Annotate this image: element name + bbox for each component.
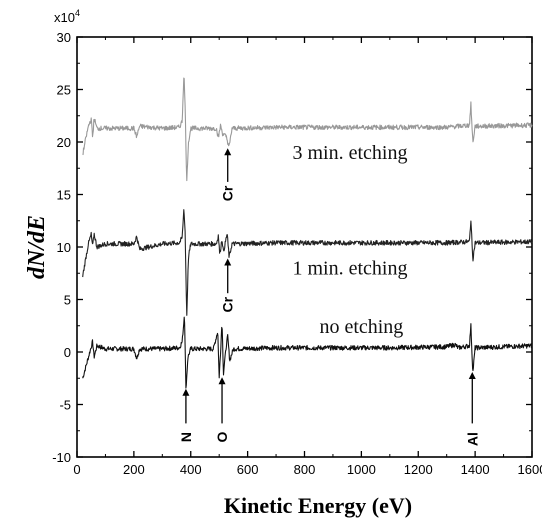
y-tick-label: 10 [57,240,71,255]
y-tick-label: 25 [57,83,71,98]
y-tick-label: 20 [57,135,71,150]
series-label: 1 min. etching [293,257,408,279]
y-multiplier-base: x10 [54,10,75,25]
annotation-arrowhead [218,377,226,385]
y-axis-title: dN/dE [24,215,50,279]
svg-text:x104: x104 [54,8,80,25]
peak-label: N [178,432,194,442]
y-tick-label: 5 [64,293,71,308]
y-tick-label: 30 [57,30,71,45]
x-tick-label: 1600 [518,462,542,477]
peak-label: O [214,431,230,442]
x-tick-label: 800 [294,462,316,477]
peak-label: Cr [220,185,236,201]
series-label: no etching [319,316,403,338]
y-multiplier-exponent: 4 [75,8,80,18]
peak-label: Cr [220,296,236,312]
series-line [82,77,533,182]
y-tick-label: -10 [52,450,71,465]
annotation-arrowhead [182,388,190,396]
x-axis-title: Kinetic Energy (eV) [224,493,412,518]
x-tick-label: 1400 [461,462,490,477]
x-tick-label: 600 [237,462,259,477]
x-tick-label: 1200 [404,462,433,477]
annotation-arrowhead [468,371,476,379]
series-layer: no etching 1 min. etching 3 min. etching [82,77,533,389]
x-tick-label: 200 [123,462,145,477]
series-line [82,209,533,316]
axis-ticks: 0 200 400 600 800 1000 1200 1400 1600 -10 -5 0 5 10 15… [52,30,542,477]
peak-annotations: N O Al Cr Cr [178,148,480,446]
y-tick-label: 15 [57,188,71,203]
y-tick-label: 0 [64,345,71,360]
x-tick-label: 0 [73,462,80,477]
series-label: 3 min. etching [293,142,408,164]
series-line [82,316,533,389]
peak-label: Al [464,432,480,446]
annotation-arrowhead [224,148,232,156]
annotation-arrowhead [224,258,232,266]
y-tick-label: -5 [59,398,71,413]
x-tick-label: 400 [180,462,202,477]
x-tick-label: 1000 [347,462,376,477]
y-axis-multiplier: x104 [54,8,80,25]
